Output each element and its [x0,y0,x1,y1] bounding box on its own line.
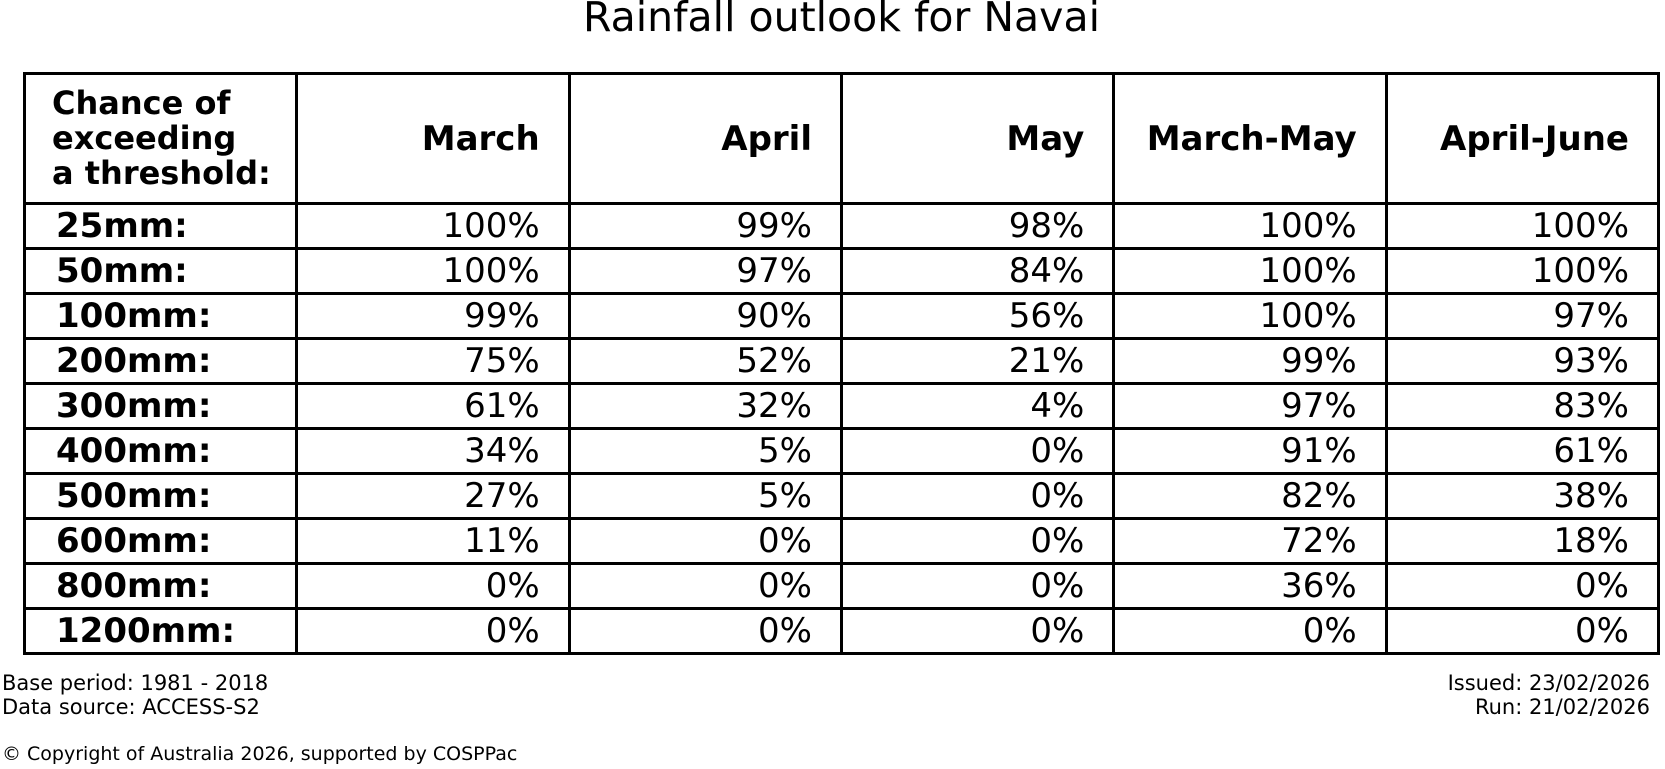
rainfall-outlook-table: Chance of exceeding a threshold: March A… [22,72,1661,655]
row-label-800mm: 800mm: [22,562,299,610]
table-row-1200mm: 1200mm: 0% 0% 0% 0% 0% [22,607,1661,655]
table-cell: 75% [295,337,571,385]
base-period-text: Base period: 1981 - 2018 [2,671,269,695]
table-cell: 0% [839,427,1116,475]
column-header-may: May [839,72,1116,205]
table-cell: 91% [1112,427,1388,475]
table-cell: 5% [567,427,843,475]
table-cell: 61% [295,382,571,430]
table-cell: 0% [1112,607,1388,655]
table-cell: 82% [1112,472,1388,520]
row-label-500mm: 500mm: [22,472,299,520]
table-cell: 0% [1384,607,1661,655]
row-label-200mm: 200mm: [22,337,299,385]
table-cell: 4% [839,382,1116,430]
table-cell: 99% [1112,337,1388,385]
table-cell: 0% [567,562,843,610]
table-cell: 100% [1112,292,1388,340]
table-cell: 99% [567,202,843,250]
table-cell: 72% [1112,517,1388,565]
row-label-300mm: 300mm: [22,382,299,430]
table-cell: 0% [295,562,571,610]
table-cell: 0% [567,517,843,565]
header-row: Chance of exceeding a threshold: March A… [22,72,1661,205]
table-header: Chance of exceeding a threshold: March A… [22,72,1661,205]
table-row-400mm: 400mm: 34% 5% 0% 91% 61% [22,427,1661,475]
data-source-text: Data source: ACCESS-S2 [2,695,260,719]
table-cell: 90% [567,292,843,340]
table-cell: 97% [1112,382,1388,430]
table-cell: 0% [839,562,1116,610]
copyright-text: © Copyright of Australia 2026, supported… [2,743,518,765]
table-cell: 34% [295,427,571,475]
page-title: Rainfall outlook for Navai [583,0,1100,41]
table-row-100mm: 100mm: 99% 90% 56% 100% 97% [22,292,1661,340]
table-cell: 21% [839,337,1116,385]
table-row-25mm: 25mm: 100% 99% 98% 100% 100% [22,202,1661,250]
table-cell: 98% [839,202,1116,250]
footer-right: Issued: 23/02/2026 Run: 21/02/2026 [1448,671,1650,719]
column-header-march-may: March-May [1112,72,1388,205]
table-row-50mm: 50mm: 100% 97% 84% 100% 100% [22,247,1661,295]
table-cell: 97% [567,247,843,295]
table-row-800mm: 800mm: 0% 0% 0% 36% 0% [22,562,1661,610]
table-row-200mm: 200mm: 75% 52% 21% 99% 93% [22,337,1661,385]
table-cell: 100% [1112,202,1388,250]
table-row-300mm: 300mm: 61% 32% 4% 97% 83% [22,382,1661,430]
table-cell: 93% [1384,337,1661,385]
row-label-1200mm: 1200mm: [22,607,299,655]
corner-header-chance-of-exceeding: Chance of exceeding a threshold: [22,72,299,205]
table-cell: 61% [1384,427,1661,475]
table-cell: 38% [1384,472,1661,520]
table-cell: 32% [567,382,843,430]
row-label-400mm: 400mm: [22,427,299,475]
table-cell: 0% [839,472,1116,520]
table-cell: 83% [1384,382,1661,430]
column-header-march: March [295,72,571,205]
table-cell: 100% [1384,202,1661,250]
table-cell: 84% [839,247,1116,295]
column-header-april: April [567,72,843,205]
row-label-600mm: 600mm: [22,517,299,565]
table-cell: 0% [839,517,1116,565]
table-cell: 100% [1112,247,1388,295]
table-cell: 100% [295,247,571,295]
table-cell: 27% [295,472,571,520]
table-cell: 36% [1112,562,1388,610]
table-row-500mm: 500mm: 27% 5% 0% 82% 38% [22,472,1661,520]
table-cell: 100% [295,202,571,250]
row-label-50mm: 50mm: [22,247,299,295]
row-label-25mm: 25mm: [22,202,299,250]
footer-left: Base period: 1981 - 2018 Data source: AC… [2,671,268,719]
table-cell: 56% [839,292,1116,340]
table-cell: 0% [567,607,843,655]
table-cell: 100% [1384,247,1661,295]
run-date-text: Run: 21/02/2026 [1474,695,1650,719]
column-header-april-june: April-June [1384,72,1661,205]
table-row-600mm: 600mm: 11% 0% 0% 72% 18% [22,517,1661,565]
table-body: 25mm: 100% 99% 98% 100% 100% 50mm: 100% … [22,202,1661,655]
table-cell: 0% [1384,562,1661,610]
table-cell: 99% [295,292,571,340]
table-cell: 52% [567,337,843,385]
table-cell: 11% [295,517,571,565]
table-cell: 0% [839,607,1116,655]
table-cell: 5% [567,472,843,520]
issued-date-text: Issued: 23/02/2026 [1447,671,1650,695]
table-cell: 18% [1384,517,1661,565]
table-cell: 0% [295,607,571,655]
row-label-100mm: 100mm: [22,292,299,340]
table-cell: 97% [1384,292,1661,340]
